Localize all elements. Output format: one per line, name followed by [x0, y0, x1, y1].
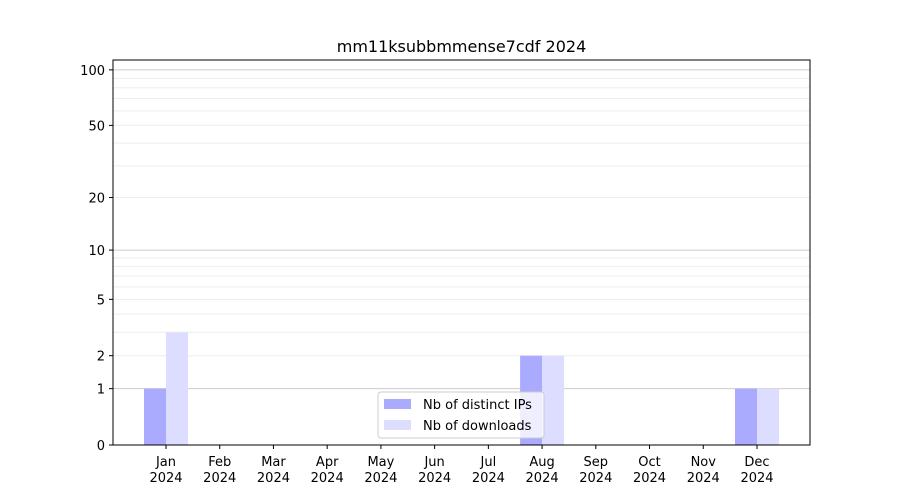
bar-downloads: [542, 355, 565, 445]
x-tick-label: 2024: [579, 471, 612, 486]
x-tick-label: 2024: [311, 471, 344, 486]
plot-frame: [112, 59, 811, 446]
x-tick-label: 2024: [472, 471, 505, 486]
x-tick-label: 2024: [418, 471, 451, 486]
x-tick-label: Dec: [744, 455, 769, 470]
bar-distinct-ips: [735, 388, 757, 445]
x-tick-label: 2024: [687, 471, 720, 486]
x-tick-label: Aug: [529, 455, 554, 470]
y-tick-label: 1: [97, 383, 105, 398]
legend-swatch: [384, 399, 411, 409]
legend-swatch: [384, 420, 411, 430]
y-tick-label: 20: [88, 192, 105, 207]
bar-downloads: [757, 388, 779, 445]
legend: Nb of distinct IPs Nb of downloads: [377, 391, 545, 439]
x-tick-label: Sep: [584, 455, 609, 470]
y-tick-label: 10: [88, 244, 105, 259]
x-tick-label: 2024: [257, 471, 290, 486]
bar-distinct-ips: [144, 388, 166, 445]
x-tick-label: 2024: [526, 471, 559, 486]
x-tick-label: Feb: [208, 455, 231, 470]
x-tick-label: May: [367, 455, 394, 470]
x-tick-label: Jul: [480, 455, 497, 470]
x-tick-label: 2024: [149, 471, 182, 486]
legend-label: Nb of downloads: [423, 419, 532, 434]
x-tick-label: Nov: [691, 455, 717, 470]
y-tick-label: 100: [80, 64, 105, 79]
bar-downloads: [166, 332, 188, 445]
y-tick-label: 2: [97, 350, 105, 365]
x-tick-label: 2024: [633, 471, 666, 486]
legend-box: [377, 391, 545, 439]
y-tick-label: 5: [97, 293, 105, 308]
x-tick-label: Oct: [638, 455, 660, 470]
x-tick-label: Apr: [316, 455, 339, 470]
x-tick-label: 2024: [203, 471, 236, 486]
x-tick-label: Jan: [155, 455, 176, 470]
x-tick-label: 2024: [364, 471, 397, 486]
chart-title: mm11ksubbmmense7cdf 2024: [337, 37, 587, 56]
y-tick-label: 0: [97, 439, 105, 454]
legend-label: Nb of distinct IPs: [423, 398, 532, 413]
x-tick-label: 2024: [740, 471, 773, 486]
y-tick-label: 50: [88, 119, 105, 134]
x-tick-label: Jun: [423, 455, 444, 470]
x-tick-label: Mar: [261, 455, 286, 470]
